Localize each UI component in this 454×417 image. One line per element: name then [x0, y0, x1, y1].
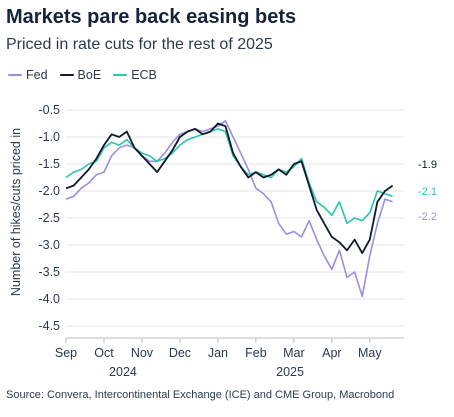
y-tick-label: -1.5: [38, 157, 60, 171]
y-tick-label: -0.5: [38, 103, 60, 117]
y-tick-label: -4.0: [38, 292, 60, 306]
x-tick-label: Apr: [322, 346, 341, 360]
series-lines: [65, 120, 394, 298]
source-note: Source: Convera, Intercontinental Exchan…: [6, 389, 395, 401]
legend-item-ecb: ECB: [113, 68, 157, 82]
legend-item-fed: Fed: [8, 68, 48, 82]
legend-label-boe: BoE: [77, 68, 102, 82]
y-tick-label: -4.5: [38, 319, 60, 333]
x-tick-label: Jan: [208, 346, 228, 360]
legend-swatch-boe: [59, 73, 74, 77]
y-axis-ticks: -0.5 -1.0 -1.5 -2.0 -2.5 -3.0 -3.5 -4.0 -4.5: [38, 103, 60, 333]
end-label-ecb: -2.1: [418, 186, 437, 198]
y-tick-label: -3.0: [38, 238, 60, 252]
x-tick-label: Dec: [169, 346, 191, 360]
series-line-ecb: [65, 128, 393, 225]
end-label-fed: -2.2: [418, 211, 437, 223]
x-year-label: 2025: [276, 365, 304, 379]
end-labels: -1.9 -2.1 -2.2: [418, 159, 437, 223]
y-tick-label: -2.0: [38, 184, 60, 198]
legend-item-boe: BoE: [59, 68, 102, 82]
x-tick-label: May: [358, 346, 382, 360]
legend-swatch-fed: [8, 73, 22, 77]
y-tick-label: -1.0: [38, 130, 60, 144]
y-tick-label: -2.5: [38, 211, 60, 225]
legend: Fed BoE ECB: [8, 68, 157, 82]
x-tick-label: Sep: [55, 346, 77, 360]
x-year-label: 2024: [109, 365, 137, 379]
chart-subtitle: Priced in rate cuts for the rest of 2025: [6, 36, 273, 53]
x-tick-label: Oct: [94, 346, 114, 360]
x-axis-ticks: Sep Oct Nov Dec Jan Feb Mar Apr May 2024 2025: [55, 338, 382, 379]
grid-lines: [66, 109, 404, 339]
series-line-fed: [65, 120, 393, 298]
legend-label-ecb: ECB: [131, 68, 157, 82]
x-tick-label: Mar: [283, 346, 305, 360]
y-tick-label: -3.5: [38, 265, 60, 279]
series-line-boe: [65, 122, 394, 255]
x-tick-label: Nov: [131, 346, 154, 360]
end-label-boe: -1.9: [418, 159, 437, 171]
chart-title: Markets pare back easing bets: [6, 6, 297, 28]
legend-label-fed: Fed: [26, 68, 48, 82]
y-axis-title: Number of hikes/cuts priced in: [9, 128, 23, 296]
legend-swatch-ecb: [113, 73, 128, 77]
x-tick-label: Feb: [245, 346, 267, 360]
